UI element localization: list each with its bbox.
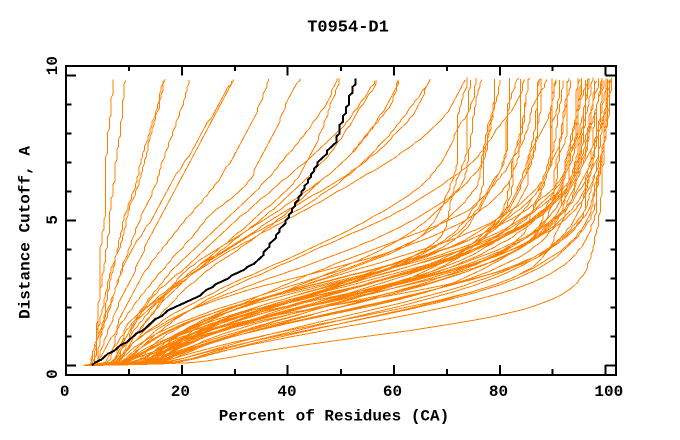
- svg-text:20: 20: [171, 383, 190, 401]
- svg-text:10: 10: [44, 56, 62, 75]
- svg-text:0: 0: [60, 383, 70, 401]
- svg-text:Distance Cutoff, A: Distance Cutoff, A: [17, 146, 35, 319]
- svg-text:T0954-D1: T0954-D1: [307, 19, 389, 38]
- svg-text:0: 0: [44, 369, 62, 379]
- svg-text:40: 40: [277, 383, 296, 401]
- svg-text:Percent of Residues (CA): Percent of Residues (CA): [219, 408, 449, 426]
- svg-text:60: 60: [383, 383, 402, 401]
- svg-text:5: 5: [44, 215, 62, 225]
- svg-text:100: 100: [594, 383, 623, 401]
- svg-text:80: 80: [489, 383, 508, 401]
